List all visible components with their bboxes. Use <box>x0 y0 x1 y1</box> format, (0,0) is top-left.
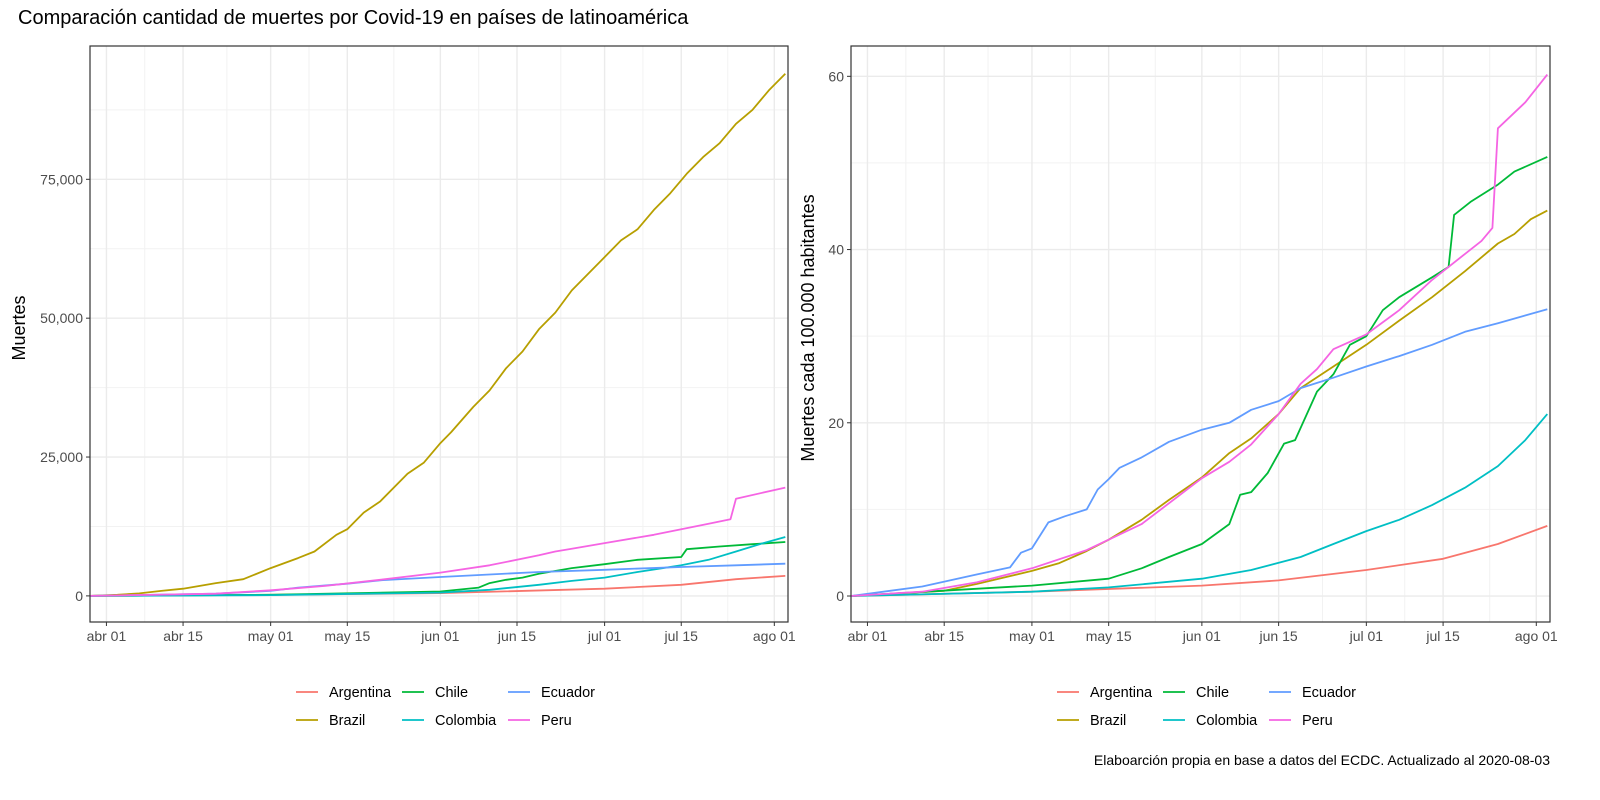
series-lines <box>850 74 1549 597</box>
series-line-peru <box>850 74 1549 597</box>
y-axis-label: Muertes <box>9 295 29 360</box>
y-tick-label: 60 <box>828 68 844 84</box>
legend-item-brazil: Brazil <box>296 713 365 729</box>
x-tick-label: ago 01 <box>753 628 796 644</box>
legend-label: Peru <box>541 713 572 729</box>
legend-label: Ecuador <box>541 685 595 701</box>
y-axis-label: Muertes cada 100.000 habitantes <box>798 194 818 461</box>
legend-label: Argentina <box>329 685 392 701</box>
legend-item-colombia: Colombia <box>402 713 497 729</box>
series-line-chile <box>850 156 1548 597</box>
x-tick-label: jun 15 <box>1259 628 1298 644</box>
y-tick-label: 75,000 <box>40 171 83 187</box>
x-tick-label: may 01 <box>248 628 294 644</box>
y-tick-label: 25,000 <box>40 449 83 465</box>
legend-label: Ecuador <box>1302 685 1356 701</box>
panel-border <box>850 45 1551 623</box>
x-axis: abr 01 abr 15 may 01 may 15 jun 01 jun 15 jul … <box>87 622 796 644</box>
x-tick-label: may 15 <box>324 628 370 644</box>
series-line-colombia <box>850 413 1548 597</box>
x-tick-label: jul 15 <box>664 628 699 644</box>
x-tick-label: jul 15 <box>1425 628 1460 644</box>
panel-deaths-per-100k: 0 20 40 60 abr 01 abr 15 may 01 may 15 jun 01 ju… <box>798 45 1558 644</box>
legend-item-brazil: Brazil <box>1057 713 1126 729</box>
x-tick-label: jul 01 <box>1349 628 1384 644</box>
x-tick-label: ago 01 <box>1515 628 1558 644</box>
legend-item-chile: Chile <box>402 685 468 701</box>
x-tick-label: abr 15 <box>163 628 203 644</box>
chart-title: Comparación cantidad de muertes por Covi… <box>18 7 689 29</box>
y-axis: 0 20 40 60 <box>828 68 851 604</box>
x-tick-label: jul 01 <box>587 628 622 644</box>
series-line-peru <box>89 486 786 597</box>
x-tick-label: abr 15 <box>924 628 964 644</box>
panel-border <box>89 45 789 623</box>
legend-label: Chile <box>1196 685 1229 701</box>
y-axis: 0 25,000 50,000 75,000 <box>40 171 90 604</box>
legend-label: Peru <box>1302 713 1333 729</box>
legend-label: Argentina <box>1090 685 1153 701</box>
series-lines <box>89 73 786 597</box>
legend-item-peru: Peru <box>1269 713 1333 729</box>
series-line-brazil <box>89 73 786 597</box>
x-tick-label: abr 01 <box>87 628 127 644</box>
series-line-ecuador <box>850 308 1548 597</box>
legend-item-peru: Peru <box>508 713 572 729</box>
x-tick-label: jun 01 <box>420 628 459 644</box>
y-tick-label: 20 <box>828 415 844 431</box>
chart-caption: Elaboarción propia en base a datos del E… <box>1094 752 1550 768</box>
legend-label: Brazil <box>329 713 365 729</box>
x-tick-label: jun 01 <box>1182 628 1221 644</box>
x-axis: abr 01 abr 15 may 01 may 15 jun 01 jun 15 jul … <box>848 622 1558 644</box>
gridlines <box>851 46 1550 622</box>
legend-right: Argentina Brazil Chile Colombia Ecuador Peru <box>1057 685 1356 729</box>
x-tick-label: may 01 <box>1009 628 1055 644</box>
legend-label: Colombia <box>1196 713 1258 729</box>
panel-total-deaths: 0 25,000 50,000 75,000 abr 01 abr 15 may 01 ma… <box>9 45 796 644</box>
series-line-brazil <box>850 209 1548 597</box>
legend-label: Chile <box>435 685 468 701</box>
legend-label: Colombia <box>435 713 497 729</box>
legend-item-colombia: Colombia <box>1163 713 1258 729</box>
x-tick-label: may 15 <box>1086 628 1132 644</box>
x-tick-label: abr 01 <box>848 628 888 644</box>
y-tick-label: 0 <box>836 588 844 604</box>
gridlines <box>90 46 788 622</box>
legend-label: Brazil <box>1090 713 1126 729</box>
y-tick-label: 0 <box>75 588 83 604</box>
legend-item-argentina: Argentina <box>296 685 392 701</box>
legend-item-chile: Chile <box>1163 685 1229 701</box>
y-tick-label: 40 <box>828 242 844 258</box>
legend-item-ecuador: Ecuador <box>1269 685 1356 701</box>
legend-item-argentina: Argentina <box>1057 685 1153 701</box>
y-tick-label: 50,000 <box>40 310 83 326</box>
legend-left: Argentina Brazil Chile Colombia Ecuador Peru <box>296 685 595 729</box>
series-line-colombia <box>89 536 786 597</box>
legend-item-ecuador: Ecuador <box>508 685 595 701</box>
x-tick-label: jun 15 <box>497 628 536 644</box>
